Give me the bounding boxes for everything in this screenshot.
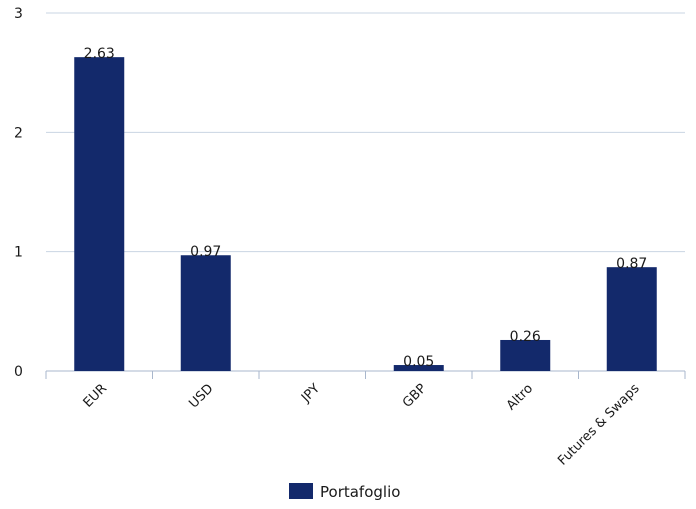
bar-usd xyxy=(180,255,231,371)
bar-futures-swaps xyxy=(606,267,657,371)
x-tick-label: USD xyxy=(186,381,216,411)
data-label: 0.97 xyxy=(190,244,221,260)
bar-eur xyxy=(74,57,125,372)
y-tick-label: 3 xyxy=(14,6,23,22)
x-tick-label: Altro xyxy=(504,381,536,413)
y-tick-label: 1 xyxy=(14,245,23,261)
x-tick-label: Futures & Swaps xyxy=(555,381,642,468)
data-label: 2.63 xyxy=(84,46,115,62)
data-label: 0.05 xyxy=(403,354,434,370)
x-axis-ticks: EUR USD JPY GBP Altro Futures & Swaps xyxy=(81,381,643,468)
y-tick-label: 0 xyxy=(14,364,23,380)
x-tick-label: EUR xyxy=(81,381,111,411)
bar-gbp xyxy=(393,365,444,371)
legend-label: Portafoglio xyxy=(320,483,400,501)
x-tick-label: JPY xyxy=(298,381,323,406)
x-tick-label: GBP xyxy=(400,381,430,411)
y-axis-ticks: 0 1 2 3 xyxy=(14,6,23,380)
data-label: 0.87 xyxy=(616,256,647,272)
bar-altro xyxy=(500,339,551,371)
data-label: 0.26 xyxy=(510,329,541,345)
gridlines xyxy=(45,12,686,379)
legend-swatch xyxy=(289,483,313,499)
y-tick-label: 2 xyxy=(14,125,23,141)
bars xyxy=(74,57,657,372)
legend: Portafoglio xyxy=(289,483,400,501)
data-labels: 2.63 0.97 0.05 0.26 0.87 xyxy=(84,46,648,370)
